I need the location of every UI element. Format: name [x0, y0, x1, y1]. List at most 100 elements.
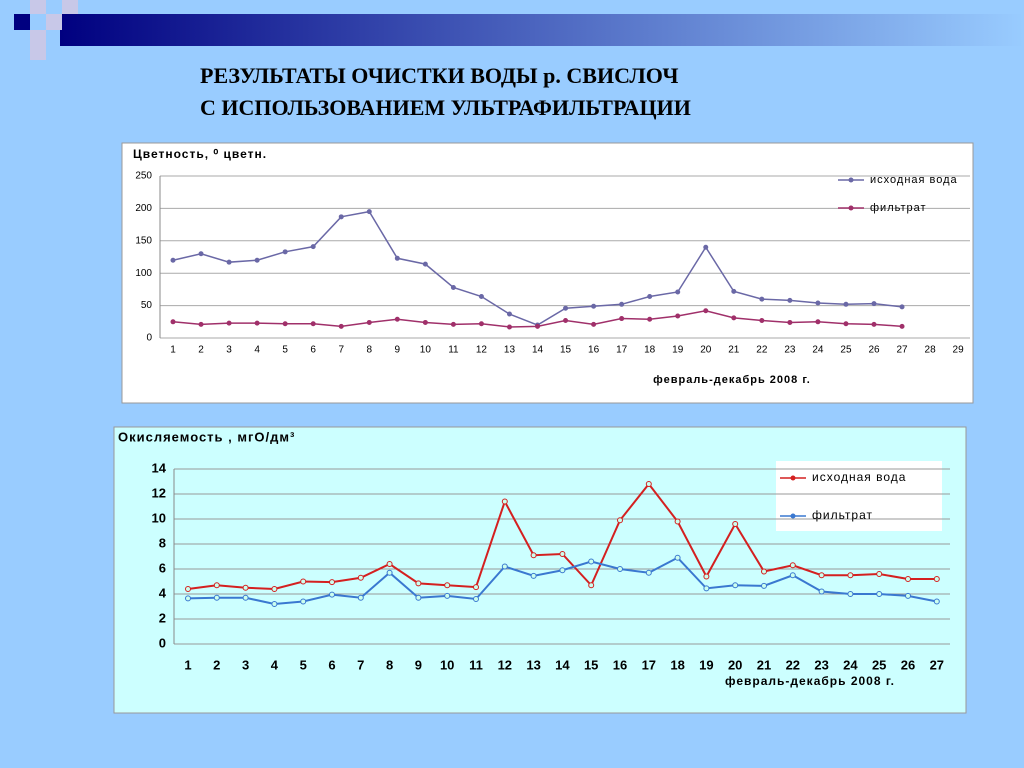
data-point	[871, 301, 877, 307]
y-tick-label: 6	[159, 560, 166, 575]
data-point	[559, 551, 566, 557]
data-point	[789, 572, 796, 579]
x-tick-label: 11	[469, 657, 483, 672]
deco	[30, 0, 46, 14]
data-point	[444, 592, 451, 599]
data-point	[310, 244, 316, 250]
x-tick-label: 17	[616, 345, 628, 356]
x-tick-label: 21	[757, 657, 771, 672]
data-point	[645, 481, 652, 487]
data-point	[506, 324, 512, 330]
data-point	[759, 296, 765, 302]
y-tick-label: 50	[141, 300, 153, 311]
x-tick-label: 23	[814, 657, 828, 672]
data-point	[282, 321, 288, 327]
data-point	[674, 554, 681, 561]
data-point	[357, 594, 364, 601]
legend-label: исходная вода	[870, 174, 958, 186]
data-point	[933, 598, 940, 605]
x-tick-label: 10	[420, 345, 432, 356]
data-point	[761, 568, 767, 575]
data-point	[394, 255, 400, 261]
data-point	[759, 318, 765, 324]
data-point	[300, 578, 307, 585]
x-tick-label: 12	[476, 345, 488, 356]
data-point	[647, 294, 653, 300]
x-axis-title: февраль-декабрь 2008 г.	[653, 374, 811, 386]
data-point	[731, 315, 737, 321]
x-tick-label: 1	[184, 657, 191, 672]
y-tick-label: 8	[159, 535, 166, 550]
x-tick-label: 14	[555, 657, 570, 672]
data-point	[617, 566, 623, 572]
slide-title: С ИСПОЛЬЗОВАНИЕМ УЛЬТРАФИЛЬТРАЦИИ	[200, 95, 691, 120]
data-point	[703, 585, 710, 592]
y-tick-label: 250	[135, 171, 152, 182]
data-point	[535, 323, 541, 329]
x-tick-label: 6	[310, 345, 316, 356]
data-point	[876, 591, 883, 597]
data-point	[619, 301, 625, 307]
data-point	[588, 582, 595, 589]
legend-label: фильтрат	[812, 508, 873, 522]
x-tick-label: 27	[930, 657, 944, 672]
data-point	[703, 308, 709, 314]
data-point	[170, 319, 176, 325]
x-axis-title: февраль-декабрь 2008 г.	[725, 674, 895, 688]
data-point	[506, 311, 512, 317]
data-point	[310, 321, 316, 327]
x-tick-label: 7	[338, 345, 344, 356]
x-tick-label: 9	[415, 657, 422, 672]
header-bar	[60, 14, 1024, 46]
y-tick-label: 0	[159, 635, 166, 650]
legend-marker	[790, 475, 796, 481]
x-tick-label: 17	[642, 657, 656, 672]
x-tick-label: 19	[672, 345, 684, 356]
x-tick-label: 16	[613, 657, 627, 672]
deco	[30, 30, 46, 46]
slide-title: РЕЗУЛЬТАТЫ ОЧИСТКИ ВОДЫ р. СВИСЛОЧ	[200, 63, 679, 88]
x-tick-label: 22	[756, 345, 768, 356]
data-point	[226, 259, 232, 265]
deco	[46, 14, 62, 30]
x-tick-label: 2	[198, 345, 204, 356]
data-point	[415, 580, 422, 587]
x-tick-label: 11	[448, 345, 459, 356]
data-point	[226, 320, 232, 326]
data-point	[185, 595, 191, 602]
data-point	[933, 576, 940, 582]
data-point	[905, 592, 911, 599]
data-point	[329, 591, 335, 598]
y-axis-title: Окисляемость , мгО/дм³	[118, 429, 295, 444]
x-tick-label: 16	[588, 345, 600, 356]
data-point	[242, 594, 249, 601]
x-tick-label: 12	[498, 657, 512, 672]
data-point	[619, 316, 625, 322]
data-point	[300, 598, 307, 605]
data-point	[818, 572, 825, 579]
data-point	[478, 294, 484, 300]
x-tick-label: 25	[872, 657, 886, 672]
y-tick-label: 14	[152, 460, 167, 475]
data-point	[703, 244, 709, 250]
x-tick-label: 13	[504, 345, 516, 356]
data-point	[394, 316, 400, 322]
data-point	[787, 319, 793, 325]
x-tick-label: 24	[812, 345, 824, 356]
deco	[30, 46, 46, 60]
data-point	[645, 569, 652, 576]
x-tick-label: 20	[700, 345, 712, 356]
data-point	[731, 288, 737, 294]
data-point	[198, 251, 204, 257]
data-point	[789, 562, 796, 569]
x-tick-label: 27	[896, 345, 908, 356]
data-point	[198, 321, 204, 327]
x-tick-label: 13	[526, 657, 540, 672]
data-point	[422, 319, 428, 325]
x-tick-label: 4	[254, 345, 260, 356]
data-point	[357, 574, 364, 581]
x-tick-label: 9	[395, 345, 401, 356]
deco	[14, 14, 30, 30]
